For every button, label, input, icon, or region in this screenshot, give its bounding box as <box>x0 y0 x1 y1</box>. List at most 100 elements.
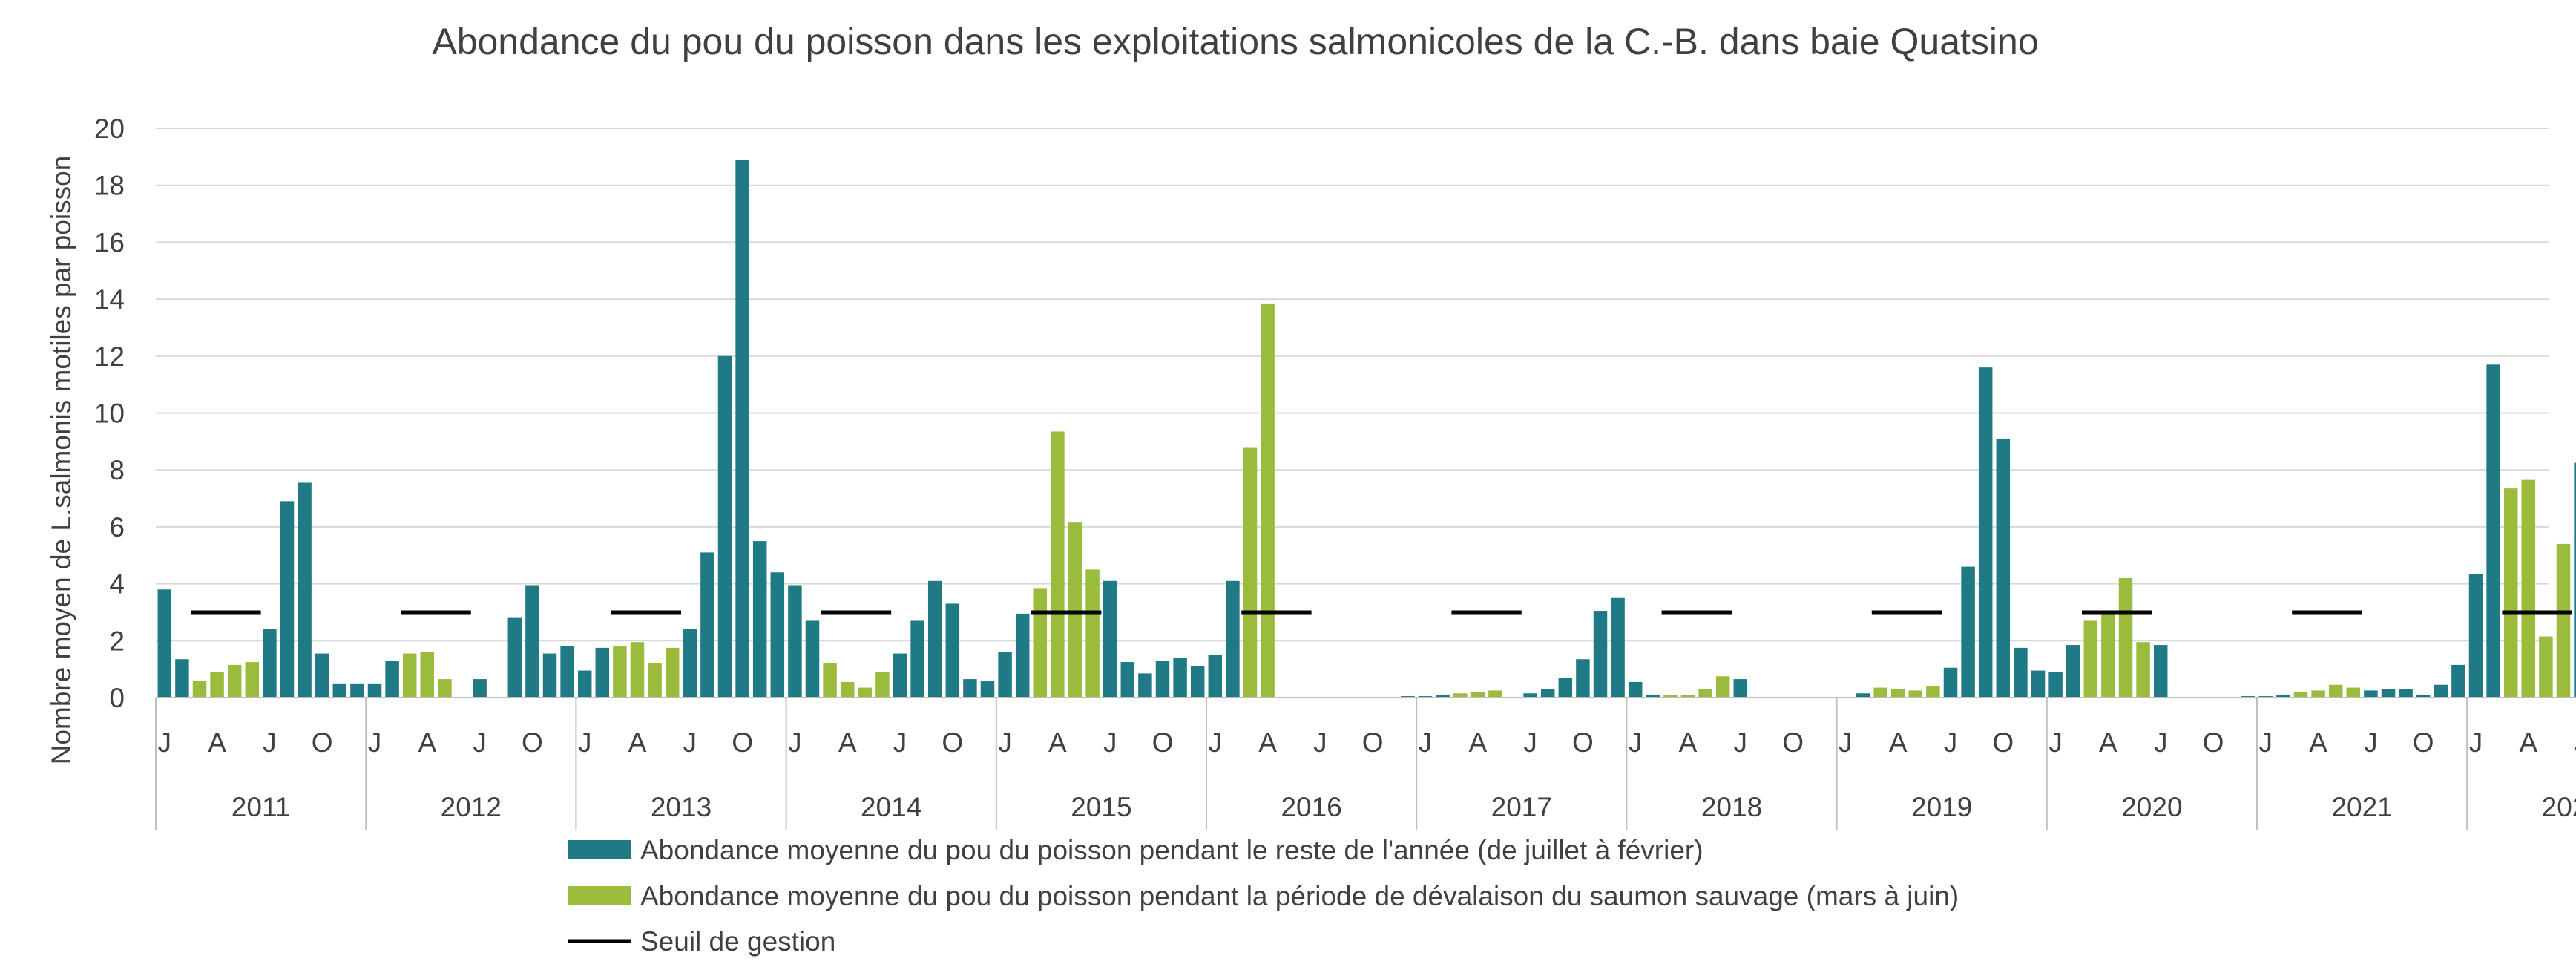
bar <box>735 160 749 698</box>
x-month-label: J <box>2259 727 2273 758</box>
x-year-label: 2021 <box>2331 792 2392 822</box>
x-year-label: 2020 <box>2121 792 2182 822</box>
y-axis: 0 2 4 6 8 10 12 14 16 18 20 <box>94 114 125 713</box>
bar <box>577 670 592 698</box>
y-tick-label: 8 <box>109 455 125 485</box>
legend-label: Abondance moyenne du pou du poisson pend… <box>640 881 1959 911</box>
x-year-label: 2014 <box>861 792 921 822</box>
bar <box>2048 672 2063 698</box>
bar <box>2066 645 2080 698</box>
x-month-label: J <box>263 727 277 758</box>
x-year-label: 2011 <box>231 792 291 822</box>
bar <box>2031 670 2046 698</box>
bar <box>840 681 855 698</box>
legend-rest-swatch <box>568 840 631 859</box>
bar <box>945 603 960 698</box>
x-month-label: O <box>1782 727 1804 758</box>
bar <box>2574 462 2576 698</box>
bar <box>927 580 942 698</box>
x-month-label: J <box>1734 727 1748 758</box>
bar <box>1033 588 1048 698</box>
x-month-label: O <box>1992 727 2014 758</box>
x-month-label: A <box>2099 727 2117 758</box>
bar <box>1190 666 1205 698</box>
bar <box>2328 684 2343 698</box>
bars <box>157 160 2576 698</box>
bar <box>893 653 907 698</box>
bar <box>2136 642 2150 698</box>
y-tick-label: 14 <box>94 284 125 315</box>
chart-title: Abondance du pou du poisson dans les exp… <box>432 21 2038 62</box>
x-month-label: J <box>473 727 487 758</box>
bar <box>227 664 242 698</box>
bar <box>1051 431 1065 698</box>
x-month-label: J <box>893 727 907 758</box>
bar <box>752 541 767 698</box>
x-month-label: J <box>2154 727 2168 758</box>
x-month-label: O <box>2203 727 2224 758</box>
x-month-label: O <box>1572 727 1594 758</box>
bar <box>2364 690 2378 698</box>
bar <box>1558 678 1573 698</box>
bar <box>2556 543 2571 698</box>
bar <box>1715 676 1730 698</box>
x-year-label: 2012 <box>441 792 502 822</box>
bar <box>1628 681 1643 698</box>
bar <box>1436 695 1450 698</box>
bar <box>630 642 645 698</box>
bar <box>1085 569 1100 698</box>
x-month-label: J <box>578 727 592 758</box>
bar <box>315 653 329 698</box>
bar <box>1996 439 2011 698</box>
y-tick-label: 20 <box>94 114 125 144</box>
y-tick-label: 6 <box>109 512 125 543</box>
bar <box>1208 655 1223 698</box>
y-tick-label: 18 <box>94 171 125 201</box>
x-month-label: J <box>683 727 697 758</box>
bar <box>2451 664 2465 698</box>
bar <box>1926 686 1940 698</box>
y-tick-label: 10 <box>94 399 125 429</box>
x-month-label: A <box>628 727 647 758</box>
bar <box>263 629 277 698</box>
bar <box>1540 689 1555 698</box>
bar <box>1488 690 1502 698</box>
bar <box>1961 566 1975 698</box>
bar <box>1261 303 1275 698</box>
bar <box>788 585 802 698</box>
x-year-label: 2016 <box>1281 792 1341 822</box>
x-month-label: J <box>1419 727 1433 758</box>
bar <box>1523 693 1537 698</box>
x-month-label: J <box>1839 727 1853 758</box>
legend-label: Abondance moyenne du pou du poisson pend… <box>640 835 1703 865</box>
x-month-label: J <box>2574 727 2576 758</box>
bar <box>998 652 1012 698</box>
bar <box>2381 689 2396 698</box>
x-month-label: J <box>1103 727 1117 758</box>
bar <box>1103 580 1117 698</box>
bar <box>2416 695 2431 698</box>
x-month-label: A <box>208 727 226 758</box>
gridlines <box>156 128 2549 698</box>
x-month-label: A <box>1258 727 1277 758</box>
bar <box>2153 645 2168 698</box>
x-month-label: J <box>1313 727 1327 758</box>
bar <box>665 647 680 698</box>
legend-outmigration-swatch <box>568 886 631 905</box>
bar <box>770 572 785 698</box>
x-year-label: 2015 <box>1071 792 1131 822</box>
bar <box>560 646 574 698</box>
bar <box>1733 679 1748 698</box>
x-month-label: A <box>2309 727 2327 758</box>
bar <box>245 662 260 698</box>
legend: Abondance moyenne du pou du poisson pend… <box>568 835 1959 957</box>
x-month-label: J <box>368 727 382 758</box>
bar <box>1593 611 1608 698</box>
bar <box>385 661 399 698</box>
bar <box>805 620 820 698</box>
x-month-label: J <box>158 727 172 758</box>
bar <box>1978 367 1993 698</box>
x-month-label: A <box>838 727 857 758</box>
bar <box>1698 689 1712 698</box>
